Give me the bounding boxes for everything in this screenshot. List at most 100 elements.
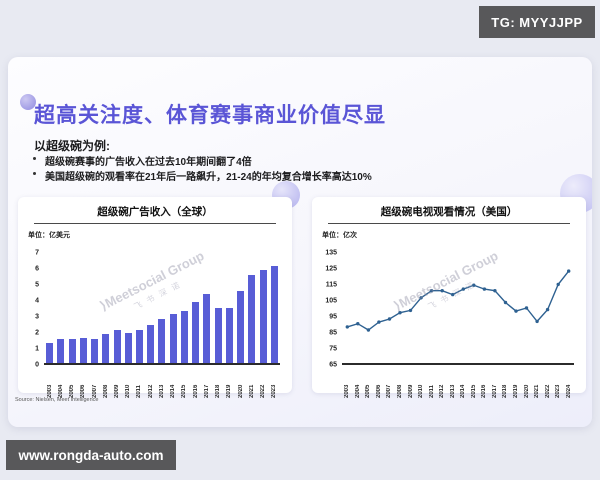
data-point-2005	[366, 328, 371, 332]
viewership-chart-card: 超级碗电视观看情况（美国） 单位：亿次 65 75 85 95 105 115 125 135…	[312, 197, 586, 398]
x-tick-label: 2015	[181, 384, 188, 398]
bar-2021	[248, 275, 256, 363]
data-point-2020	[524, 306, 529, 310]
chart-title: 超级碗广告收入（全球）	[34, 197, 276, 224]
x-axis: 2003 2004 2005 2006 2007 2008 2009 2010 2011 2012…	[44, 368, 280, 398]
y-tick-label: 125	[325, 265, 337, 273]
data-point-2008	[398, 311, 402, 315]
y-tick-label: 115	[325, 281, 337, 289]
bar-2005	[68, 338, 76, 363]
data-point-2007	[387, 317, 392, 321]
bar-2022	[259, 269, 267, 363]
slide-subtitle: 以超级碗为例:	[34, 139, 110, 153]
data-point-2024	[567, 269, 571, 273]
unit-label: 单位：亿美元	[28, 232, 70, 239]
x-tick-label: 2012	[439, 384, 446, 398]
y-tick-label: 95	[329, 313, 337, 321]
bar-2003	[46, 342, 54, 363]
x-tick-label: 2013	[449, 384, 456, 398]
x-tick-label: 2010	[125, 384, 132, 398]
y-axis: 65 75 85 95 105 115 125 135	[320, 249, 342, 369]
x-tick-label: 2017	[491, 384, 498, 398]
data-point-2022	[545, 307, 550, 312]
y-tick-label: 2	[35, 329, 39, 337]
y-tick-label: 75	[329, 345, 337, 353]
y-tick-label: 65	[329, 361, 337, 369]
x-tick-label: 2023	[555, 384, 562, 398]
x-tick-label: 2007	[386, 384, 393, 398]
x-tick-label: 2009	[407, 384, 414, 398]
x-tick-label: 2012	[147, 384, 154, 398]
bar-2016	[192, 301, 200, 363]
x-tick-label: 2005	[365, 384, 372, 398]
bar-2023	[270, 266, 278, 363]
data-point-2003	[345, 325, 349, 329]
data-point-2018	[503, 300, 508, 305]
y-tick-label: 0	[35, 361, 39, 369]
x-tick-label: 2016	[481, 384, 488, 398]
x-tick-label: 2014	[460, 384, 467, 398]
x-tick-label: 2022	[544, 384, 551, 398]
y-tick-label: 135	[325, 249, 337, 257]
bar-2014	[169, 313, 177, 363]
bar-2017	[203, 293, 211, 363]
x-tick-label: 2022	[260, 384, 267, 398]
x-tick-label: 2024	[565, 384, 572, 398]
data-point-2019	[514, 309, 518, 313]
unit-label: 单位：亿次	[322, 232, 357, 239]
bar-2009	[113, 330, 121, 363]
bar-2010	[124, 333, 132, 363]
line-series	[345, 269, 571, 332]
x-tick-label: 2018	[502, 384, 509, 398]
bar-2018	[214, 308, 222, 363]
data-point-2012	[440, 289, 444, 293]
x-tick-label: 2008	[397, 384, 403, 398]
y-tick-label: 7	[35, 249, 39, 257]
x-tick-label: 2008	[102, 384, 109, 398]
x-tick-label: 2020	[523, 384, 530, 398]
data-point-2011	[429, 289, 434, 293]
x-tick-label: 2021	[248, 384, 255, 398]
data-point-2023	[556, 282, 560, 287]
x-tick-label: 2021	[534, 384, 541, 398]
x-tick-label: 2015	[470, 384, 477, 398]
y-tick-label: 6	[35, 265, 39, 273]
data-point-2013	[451, 292, 455, 297]
bars	[44, 253, 280, 363]
telegram-watermark-badge: TG: MYYJJPP	[479, 6, 595, 38]
x-tick-label: 2017	[203, 384, 210, 398]
x-tick-label: 2009	[114, 384, 121, 398]
x-tick-label: 2019	[513, 384, 520, 398]
ad-revenue-chart-card: 超级碗广告收入（全球） 单位：亿美元 0 1 2 3 4 5 6 7 2003 2004 2005…	[18, 197, 292, 398]
x-tick-label: 2016	[192, 384, 199, 398]
x-axis: 2003 2004 2005 2006 2007 2008 2009 2010 2011 2012…	[342, 368, 574, 398]
x-tick-label: 2018	[215, 384, 222, 398]
data-point-2015	[472, 283, 476, 287]
bar-2006	[79, 337, 87, 363]
x-tick-label: 2004	[57, 384, 64, 398]
plot-area	[44, 253, 280, 365]
data-point-2009	[408, 308, 413, 313]
x-tick-label: 2011	[136, 384, 143, 398]
x-tick-label: 2006	[80, 384, 87, 398]
bar-2007	[91, 339, 99, 363]
decorative-circle-title	[20, 94, 36, 110]
y-tick-label: 5	[35, 281, 39, 289]
y-tick-label: 3	[35, 313, 39, 321]
bullet-item: 超级碗赛事的广告收入在过去10年期间翻了4倍	[33, 153, 252, 168]
bar-2011	[135, 330, 143, 363]
x-tick-label: 2011	[428, 384, 435, 398]
x-tick-label: 2004	[354, 384, 361, 398]
x-tick-label: 2013	[158, 384, 165, 398]
data-point-2021	[535, 319, 539, 324]
x-tick-label: 2014	[170, 384, 177, 398]
x-tick-label: 2003	[46, 384, 53, 398]
bar-2019	[225, 308, 233, 363]
x-tick-label: 2003	[344, 384, 351, 398]
x-tick-label: 2005	[69, 384, 76, 398]
bar-2020	[237, 290, 245, 363]
y-axis: 0 1 2 3 4 5 6 7	[26, 249, 44, 369]
y-tick-label: 1	[35, 345, 39, 353]
bar-2012	[147, 324, 155, 363]
data-point-2006	[377, 320, 381, 324]
